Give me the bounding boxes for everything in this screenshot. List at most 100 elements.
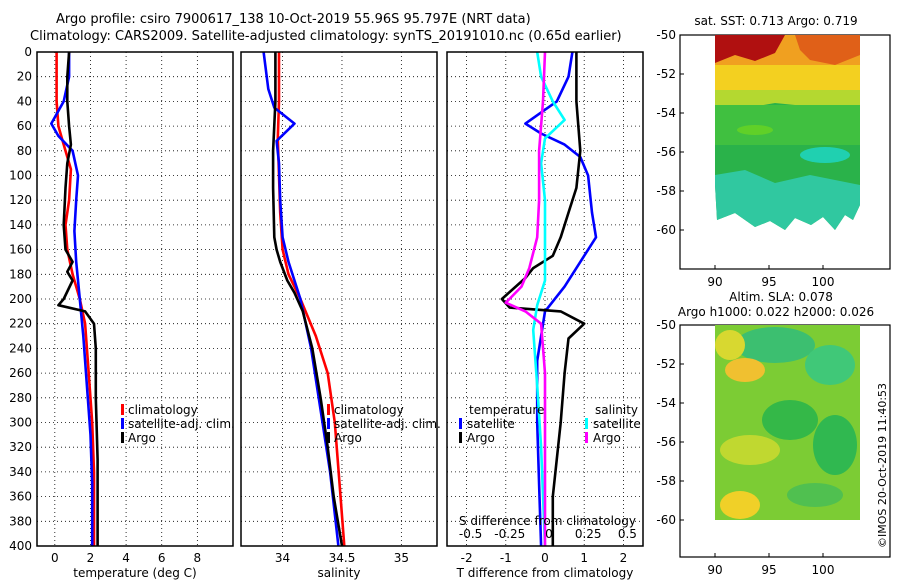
difference-panel: -2 -1 0 1 2 -0.5 -0.25 0 0.25 0.5 S difference f…	[446, 51, 644, 580]
sla-yellow-patch-2	[720, 491, 760, 519]
lat-tick-label: -58	[656, 184, 676, 198]
lat-tick-label: -60	[656, 513, 676, 527]
depth-tick-label: 40	[17, 94, 32, 108]
legend-salinity-title: salinity	[595, 403, 638, 417]
sla-map: -50 -52 -54 -56 -58 -60 90 95 100	[656, 318, 891, 577]
sst-orange-patch	[795, 35, 860, 65]
sst-map: -50 -52 -54 -56 -58 -60 90 95 100	[656, 28, 891, 289]
legend-swatch-satellite	[327, 418, 330, 429]
lat-tick-label: -50	[656, 318, 676, 332]
depth-tick-label: 60	[17, 119, 32, 133]
sla-low-patch	[735, 327, 815, 363]
sst-hot-patch	[715, 35, 785, 63]
salinity-xlabel: salinity	[317, 566, 360, 580]
depth-tick-label: 160	[9, 243, 32, 257]
sla-green-patch-3	[787, 483, 843, 507]
s-difference-tick-labels: -0.5 -0.25 0 0.25 0.5	[459, 527, 637, 541]
sst-map-title: sat. SST: 0.713 Argo: 0.719	[694, 14, 857, 28]
series-line-climatology	[55, 52, 96, 546]
legend-t-satellite: satellite	[467, 417, 515, 431]
x-tick-label: 6	[158, 551, 166, 565]
x-tick-label: 1	[580, 551, 588, 565]
legend-s-satellite: satellite	[593, 417, 641, 431]
series-line-argo	[271, 52, 344, 546]
legend-swatch-s-argo	[585, 432, 588, 443]
legend-swatch-satellite	[121, 418, 124, 429]
s-tick-label: 0	[545, 527, 553, 541]
depth-tick-label: 280	[9, 391, 32, 405]
lon-tick-label: 95	[761, 275, 776, 289]
lon-tick-label: 100	[812, 275, 835, 289]
s-tick-label: 0.5	[618, 527, 637, 541]
depth-tick-label: 320	[9, 440, 32, 454]
legend-argo: Argo	[334, 431, 362, 445]
difference-salinity-legend: salinity satellite Argo	[585, 403, 641, 445]
s-difference-label: S difference from climatology	[459, 514, 636, 528]
lat-tick-label: -58	[656, 474, 676, 488]
climatology-title: Climatology: CARS2009. Satellite-adjuste…	[30, 29, 622, 44]
series-line-argo	[57, 52, 99, 546]
depth-tick-label: 200	[9, 292, 32, 306]
depth-tick-label: 300	[9, 416, 32, 430]
difference-series	[500, 52, 598, 546]
temperature-grid	[37, 51, 233, 547]
temperature-series	[50, 52, 99, 546]
sst-field	[715, 35, 860, 230]
series-line-climatology	[276, 52, 346, 546]
lon-tick-label: 95	[761, 563, 776, 577]
temperature-frame	[36, 51, 234, 547]
legend-swatch-climatology	[327, 404, 330, 415]
series-line-t-argo	[500, 52, 586, 546]
sst-mid-band	[715, 65, 860, 90]
x-tick-label: 8	[194, 551, 202, 565]
sla-yellow-patch	[720, 435, 780, 465]
x-tick-label: 4	[122, 551, 130, 565]
legend-satellite: satellite-adj. clim.	[128, 417, 235, 431]
series-line-satellite-adj-clim-	[50, 52, 94, 546]
difference-frame	[446, 51, 644, 547]
legend-swatch-t-argo	[459, 432, 462, 443]
depth-tick-label: 140	[9, 218, 32, 232]
x-tick-label: 34	[275, 551, 290, 565]
sla-argo-heights: Argo h1000: 0.022 h2000: 0.026	[678, 305, 874, 319]
legend-satellite: satellite-adj. clim.	[334, 417, 441, 431]
sst-teal-band	[715, 170, 860, 230]
sla-high-patch	[715, 330, 745, 360]
sla-lon-tick-labels: 90 95 100	[707, 553, 834, 577]
t-difference-tick-labels: -2 -1 0 1 2	[461, 551, 628, 565]
x-tick-label: 0	[51, 551, 59, 565]
legend-swatch-argo	[327, 432, 330, 443]
imos-stamp: ©IMOS 20-Oct-2019 11:40:53	[876, 382, 889, 548]
depth-tick-label: 260	[9, 366, 32, 380]
depth-tick-label: 340	[9, 465, 32, 479]
depth-tick-label: 100	[9, 169, 32, 183]
sla-map-title: Altim. SLA: 0.078	[729, 290, 833, 304]
salinity-panel: 34 34.5 35 salinity climatology satellite-…	[240, 51, 441, 580]
series-line-s-satellite	[531, 52, 566, 546]
x-tick-label: 35	[394, 551, 409, 565]
legend-climatology: climatology	[334, 403, 404, 417]
lon-tick-label: 90	[707, 275, 722, 289]
legend-swatch-climatology	[121, 404, 124, 415]
x-tick-label: 2	[620, 551, 628, 565]
legend-swatch-argo	[121, 432, 124, 443]
lat-tick-label: -52	[656, 67, 676, 81]
depth-tick-label: 20	[17, 70, 32, 84]
salinity-tick-labels: 34 34.5 35	[275, 551, 409, 565]
sla-low-patch-2	[805, 345, 855, 385]
x-tick-label: 0	[541, 551, 549, 565]
depth-tick-labels: 0 20 40 60 80 100 120 140 160 180 200 220 240 260 280 3…	[9, 45, 32, 553]
lat-tick-label: -52	[656, 357, 676, 371]
sla-lat-tick-labels: -50 -52 -54 -56 -58 -60	[656, 318, 684, 527]
difference-temperature-legend: temperature satellite Argo	[459, 403, 544, 445]
x-tick-label: 2	[87, 551, 95, 565]
depth-tick-label: 380	[9, 514, 32, 528]
salinity-series	[262, 52, 346, 546]
series-line-satellite-adj-clim-	[262, 52, 340, 546]
sla-field	[715, 325, 860, 520]
legend-swatch-s-satellite	[585, 418, 588, 429]
salinity-frame	[240, 51, 438, 547]
profile-title: Argo profile: csiro 7900617_138 10-Oct-2…	[56, 12, 531, 27]
depth-tick-label: 240	[9, 341, 32, 355]
depth-tick-label: 80	[17, 144, 32, 158]
